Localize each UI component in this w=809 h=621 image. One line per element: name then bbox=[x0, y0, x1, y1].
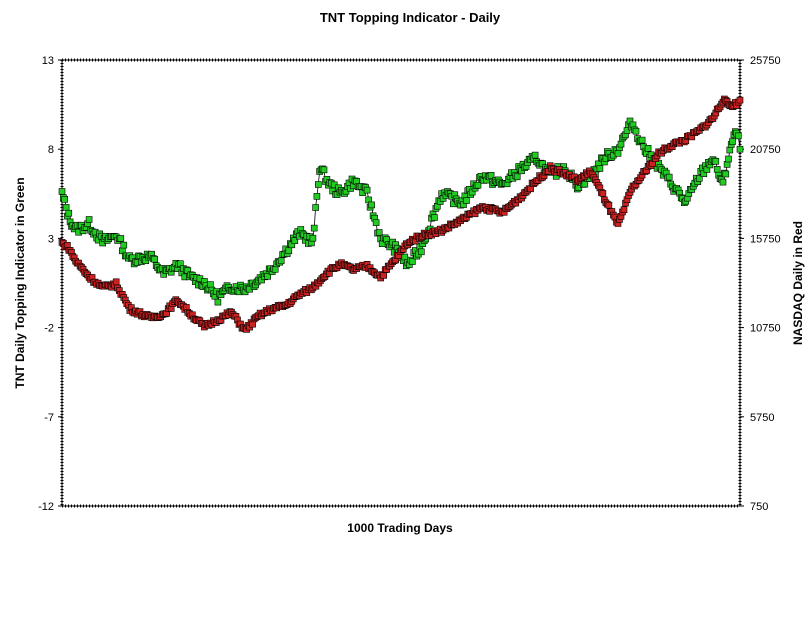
series-point bbox=[736, 96, 744, 104]
series-point bbox=[463, 197, 470, 204]
series-point bbox=[85, 216, 93, 223]
y-axis-left: 13 8 3 -2 -7 -12 bbox=[38, 55, 62, 513]
series-point bbox=[474, 181, 482, 189]
series-point bbox=[713, 166, 721, 173]
series-point bbox=[599, 190, 607, 197]
series-point bbox=[581, 180, 589, 188]
series-point bbox=[596, 165, 604, 172]
series-point bbox=[61, 196, 69, 203]
y-left-tick-label: 8 bbox=[48, 144, 54, 156]
series-point bbox=[285, 247, 293, 254]
series-point bbox=[320, 166, 328, 174]
plot-area bbox=[60, 58, 742, 508]
series-point bbox=[271, 265, 279, 273]
series-point bbox=[632, 127, 640, 135]
series-point bbox=[726, 146, 734, 154]
y-left-tick-label: -2 bbox=[44, 323, 54, 335]
y-axis-right: 25750 20750 15750 10750 5750 750 bbox=[740, 55, 781, 513]
series-point bbox=[314, 181, 322, 188]
series-point bbox=[638, 136, 646, 144]
series-point bbox=[277, 257, 285, 265]
series-point bbox=[431, 214, 438, 221]
y-axis-left-label: TNT Daily Topping Indicator in Green bbox=[13, 177, 27, 388]
series-point bbox=[368, 201, 375, 209]
y-right-tick-label: 15750 bbox=[750, 233, 781, 245]
series-point bbox=[605, 201, 613, 209]
series-point bbox=[725, 155, 732, 163]
series-point bbox=[513, 173, 521, 181]
series-point bbox=[375, 229, 383, 236]
series-point bbox=[729, 138, 736, 145]
y-axis-right-label: NASDAQ Daily in Red bbox=[791, 221, 805, 345]
series-point bbox=[719, 178, 727, 186]
series-point bbox=[417, 248, 425, 256]
series-indicator bbox=[58, 117, 744, 306]
series-point bbox=[313, 193, 321, 200]
series-point bbox=[736, 145, 744, 153]
series-point bbox=[214, 298, 222, 306]
series-point bbox=[695, 175, 703, 182]
series-point bbox=[264, 272, 272, 280]
series-point bbox=[207, 281, 214, 288]
series-point bbox=[312, 204, 319, 211]
y-right-tick-label: 5750 bbox=[750, 412, 774, 424]
y-right-tick-label: 25750 bbox=[750, 55, 781, 67]
chart-title: TNT Topping Indicator - Daily bbox=[320, 10, 501, 25]
series-point bbox=[408, 258, 416, 265]
y-left-tick-label: -7 bbox=[44, 412, 54, 424]
series-point bbox=[712, 158, 720, 165]
series-point bbox=[620, 206, 628, 213]
series-point bbox=[722, 170, 730, 178]
series-point bbox=[58, 188, 66, 195]
y-left-tick-label: 13 bbox=[42, 55, 54, 67]
y-right-tick-label: 750 bbox=[750, 501, 768, 513]
y-left-tick-label: 3 bbox=[48, 233, 54, 245]
series-point bbox=[665, 173, 673, 181]
plot-border bbox=[61, 59, 741, 507]
series-point bbox=[62, 204, 70, 211]
y-right-tick-label: 20750 bbox=[750, 144, 781, 156]
series-point bbox=[487, 172, 495, 179]
x-axis-label: 1000 Trading Days bbox=[347, 521, 453, 535]
series-point bbox=[151, 255, 158, 263]
series-point bbox=[112, 278, 120, 286]
series-point bbox=[117, 235, 125, 242]
series-point bbox=[380, 272, 388, 279]
y-left-tick-label: -12 bbox=[38, 501, 54, 513]
series-nasdaq bbox=[58, 95, 744, 333]
series-point bbox=[734, 132, 742, 140]
series-point bbox=[617, 140, 625, 148]
series-point bbox=[531, 151, 539, 159]
series-point bbox=[372, 219, 380, 226]
series-point bbox=[65, 209, 73, 217]
series-point bbox=[309, 234, 317, 242]
series-point bbox=[310, 224, 318, 232]
series-point bbox=[644, 145, 652, 152]
series-layer bbox=[58, 95, 744, 333]
series-point bbox=[363, 186, 371, 194]
series-point bbox=[291, 237, 299, 244]
y-right-tick-label: 10750 bbox=[750, 323, 781, 335]
series-point bbox=[614, 150, 622, 157]
series-point bbox=[120, 241, 128, 249]
